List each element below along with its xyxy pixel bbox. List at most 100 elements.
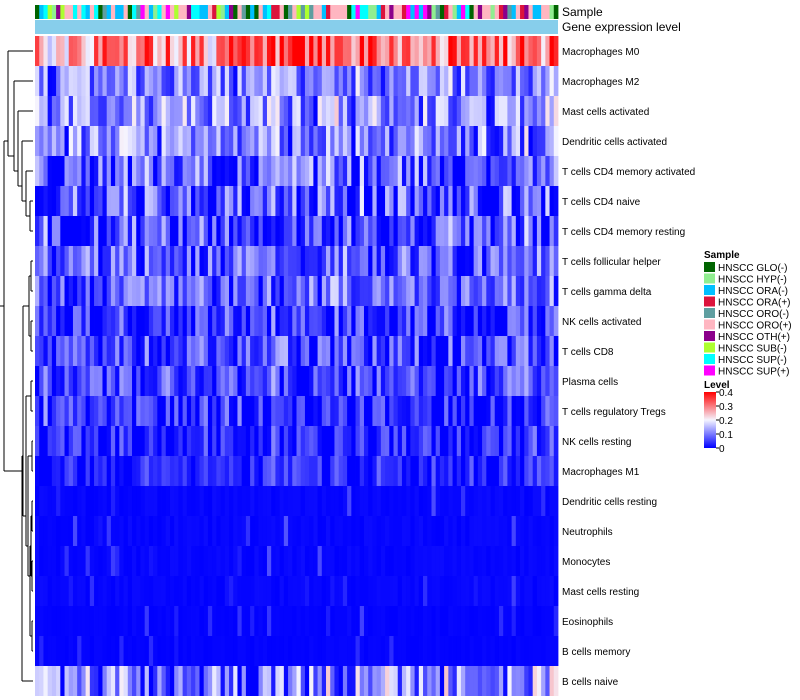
heatmap-cell: [494, 36, 500, 66]
heatmap-cell: [520, 456, 525, 486]
heatmap-cell: [224, 66, 230, 96]
heatmap-cell: [60, 336, 65, 366]
heatmap-cell: [237, 636, 243, 666]
heatmap-cell: [507, 576, 513, 606]
sample-annotation-cell: [216, 5, 221, 19]
heatmap-cell: [275, 336, 281, 366]
heatmap-cell: [520, 606, 525, 636]
sample-annotation-cell: [254, 5, 259, 19]
heatmap-cell: [157, 636, 162, 666]
heatmap-cell: [406, 426, 411, 456]
sample-annotation-cell: [169, 5, 175, 19]
heatmap-cell: [110, 96, 116, 126]
heatmap-cell: [423, 96, 428, 126]
heatmap-cell: [39, 156, 44, 186]
heatmap-cell: [161, 486, 167, 516]
heatmap-cell: [532, 486, 538, 516]
heatmap-cell: [254, 516, 259, 546]
heatmap-cell: [359, 36, 365, 66]
heatmap-cell: [363, 36, 369, 66]
heatmap-cell: [313, 426, 318, 456]
heatmap-cell: [439, 216, 445, 246]
heatmap-cell: [60, 186, 65, 216]
heatmap-cell: [423, 276, 428, 306]
heatmap-cell: [60, 456, 65, 486]
heatmap-cell: [431, 516, 437, 546]
heatmap-cell: [351, 306, 356, 336]
heatmap-cell: [355, 576, 361, 606]
heatmap-cell: [482, 666, 487, 696]
heatmap-cell: [300, 276, 306, 306]
heatmap-cell: [313, 396, 318, 426]
heatmap-cell: [191, 276, 196, 306]
heatmap-cell: [283, 66, 289, 96]
heatmap-cell: [376, 456, 382, 486]
heatmap-cell: [528, 216, 534, 246]
heatmap-cell: [237, 216, 243, 246]
heatmap-cell: [347, 516, 352, 546]
heatmap-cell: [427, 246, 432, 276]
heatmap-cell: [520, 486, 525, 516]
heatmap-cell: [532, 636, 538, 666]
heatmap-cell: [60, 636, 65, 666]
heatmap-cell: [283, 156, 289, 186]
heatmap-cell: [469, 456, 475, 486]
heatmap-cell: [237, 576, 243, 606]
sample-annotation-cell: [220, 5, 226, 19]
heatmap-cell: [330, 66, 335, 96]
heatmap-cell: [410, 456, 415, 486]
heatmap-cell: [279, 306, 285, 336]
heatmap-cell: [351, 396, 356, 426]
heatmap-cell: [435, 666, 441, 696]
heatmap-cell: [317, 456, 323, 486]
heatmap-cell: [342, 96, 348, 126]
heatmap-cell: [393, 426, 399, 456]
heatmap-cell: [401, 66, 407, 96]
row-label: T cells gamma delta: [562, 287, 652, 298]
heatmap-cell: [397, 246, 403, 276]
heatmap-cell: [334, 246, 340, 276]
heatmap-cell: [406, 66, 411, 96]
heatmap-cell: [245, 636, 251, 666]
heatmap-cell: [317, 336, 323, 366]
heatmap-cell: [334, 156, 340, 186]
sample-annotation-cell: [372, 5, 378, 19]
heatmap-cell: [372, 36, 378, 66]
heatmap-cell: [363, 576, 369, 606]
heatmap-cell: [266, 336, 272, 366]
heatmap-cell: [254, 126, 259, 156]
heatmap-cell: [321, 426, 327, 456]
heatmap-cell: [182, 516, 188, 546]
heatmap-cell: [376, 396, 382, 426]
heatmap-cell: [51, 456, 57, 486]
heatmap-cell: [359, 366, 365, 396]
heatmap-cell: [465, 516, 470, 546]
heatmap-cell: [448, 516, 453, 546]
heatmap-cell: [477, 366, 483, 396]
row-label: Macrophages M1: [562, 467, 640, 478]
heatmap-cell: [511, 276, 517, 306]
heatmap-cell: [85, 36, 91, 66]
heatmap-cell: [148, 396, 154, 426]
heatmap-cell: [435, 486, 441, 516]
heatmap-cell: [524, 36, 529, 66]
heatmap-cell: [169, 126, 175, 156]
sample-annotation-cell: [326, 5, 331, 19]
heatmap-cell: [148, 636, 154, 666]
heatmap-cell: [245, 156, 251, 186]
heatmap-cell: [549, 576, 555, 606]
heatmap-cell: [98, 396, 103, 426]
heatmap-cell: [51, 606, 57, 636]
heatmap-cell: [292, 216, 297, 246]
heatmap-cell: [51, 186, 57, 216]
heatmap-cell: [262, 66, 268, 96]
heatmap-cell: [351, 546, 356, 576]
heatmap-cell: [233, 66, 238, 96]
heatmap-cell: [414, 516, 420, 546]
heatmap-cell: [321, 276, 327, 306]
heatmap-cell: [444, 666, 449, 696]
heatmap-cell: [524, 546, 529, 576]
heatmap-cell: [473, 366, 479, 396]
heatmap-cell: [296, 156, 302, 186]
heatmap-cell: [304, 546, 310, 576]
